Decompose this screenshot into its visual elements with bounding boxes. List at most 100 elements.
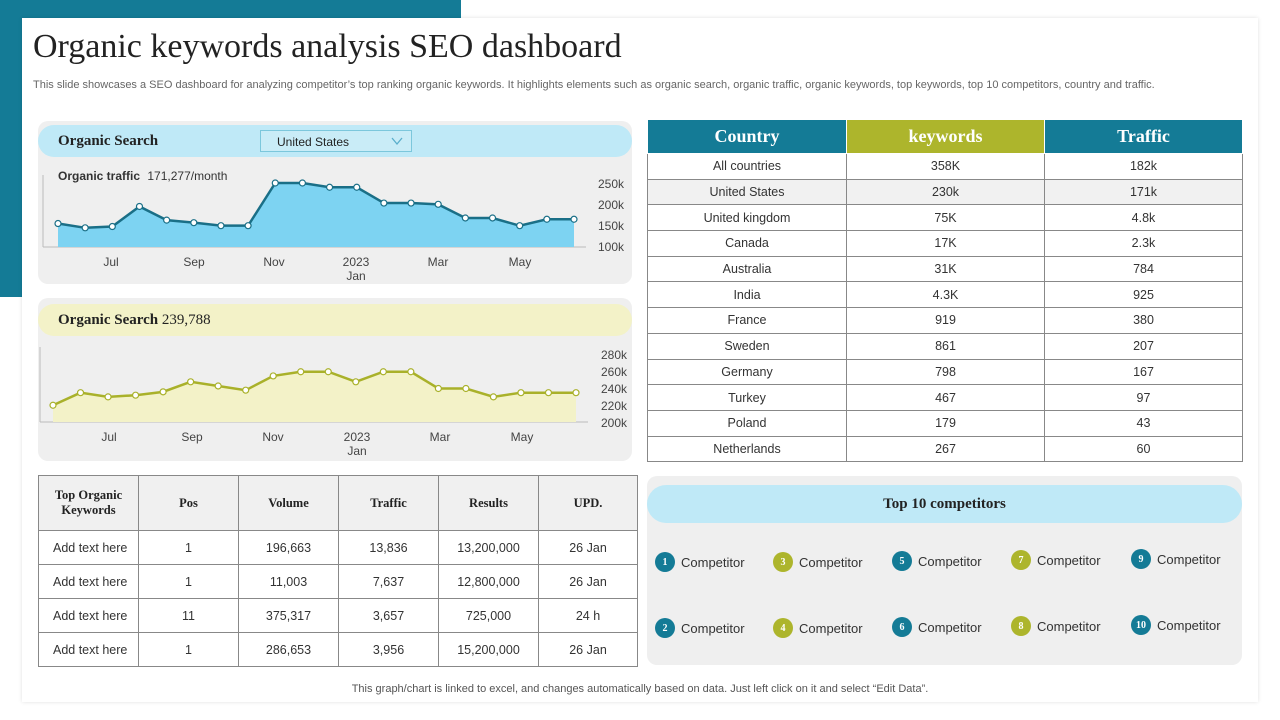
data-point <box>104 393 112 401</box>
organic-search-total-header: Organic Search 239,788 <box>38 304 632 336</box>
y-tick-label: 220k <box>601 399 628 413</box>
x-tick-sublabel: Jan <box>346 269 365 283</box>
chevron-down-icon <box>391 137 403 146</box>
data-point <box>379 368 387 376</box>
country-cell: France <box>647 307 847 334</box>
keywords-cell: 17K <box>846 230 1045 257</box>
competitor-item: 6 Competitor <box>892 617 982 637</box>
competitor-number-badge: 2 <box>655 618 675 638</box>
data-point <box>298 179 307 187</box>
traffic-cell: 3,956 <box>338 632 439 667</box>
traffic-cell: 784 <box>1044 255 1243 283</box>
competitor-item: 2 Competitor <box>655 618 745 638</box>
data-point <box>163 216 171 224</box>
table-row: Poland 179 43 <box>647 409 1243 437</box>
keywords-table: Top Organic Keywords Pos Volume Traffic … <box>38 475 638 667</box>
data-point <box>54 219 62 228</box>
competitor-label: Competitor <box>799 554 863 570</box>
organic-traffic-chart: Organic traffic 171,277/month 250k 200k 15… <box>42 169 625 283</box>
country-cell: United kingdom <box>647 204 847 232</box>
x-tick-label: Nov <box>263 255 284 269</box>
keywords-cell: 358K <box>846 153 1045 180</box>
data-point <box>324 368 332 376</box>
volume-cell: 196,663 <box>238 530 339 565</box>
series-line <box>52 370 576 407</box>
keywords-cell: 4.3K <box>846 281 1045 309</box>
country-cell: United States <box>647 178 847 206</box>
competitor-number-badge: 3 <box>773 552 793 572</box>
y-tick-label: 100k <box>598 240 625 254</box>
country-select[interactable]: United States <box>260 130 412 152</box>
keywords-cell: 919 <box>846 307 1045 334</box>
pos-cell: 1 <box>138 530 239 565</box>
keywords-cell: 467 <box>846 384 1045 411</box>
country-cell: All countries <box>647 153 847 180</box>
traffic-cell: 13,836 <box>338 530 439 565</box>
results-cell: 15,200,000 <box>438 632 539 667</box>
competitor-item: 5 Competitor <box>892 551 982 571</box>
kw-header-volume: Volume <box>238 475 339 531</box>
x-tick-label: May <box>509 255 532 269</box>
traffic-cell: 167 <box>1044 358 1243 386</box>
traffic-cell: 7,637 <box>338 564 439 599</box>
data-point <box>488 214 497 222</box>
data-point <box>434 384 442 393</box>
keywords-cell: 179 <box>846 409 1045 437</box>
kw-header-traffic: Traffic <box>338 475 439 531</box>
y-tick-label: 200k <box>601 416 628 430</box>
country-cell: Australia <box>647 255 847 283</box>
data-point <box>325 183 334 191</box>
pos-cell: 1 <box>138 632 239 667</box>
x-tick-label: Sep <box>183 255 205 269</box>
table-row: Germany 798 167 <box>647 358 1243 386</box>
x-tick-label: Jul <box>101 430 116 444</box>
data-point <box>108 222 116 231</box>
table-row: Canada 17K 2.3k <box>647 230 1243 257</box>
competitor-item: 7 Competitor <box>1011 550 1101 570</box>
competitor-number-badge: 9 <box>1131 549 1151 569</box>
page-subtitle: This slide showcases a SEO dashboard for… <box>33 79 1155 91</box>
x-tick-label: May <box>511 430 534 444</box>
data-point <box>244 222 252 230</box>
competitor-item: 4 Competitor <box>773 618 863 638</box>
table-row: Add text here 1 286,653 3,956 15,200,000 26 J… <box>38 632 638 667</box>
y-tick-label: 250k <box>598 177 625 191</box>
country-cell: Turkey <box>647 384 847 411</box>
competitor-number-badge: 4 <box>773 618 793 638</box>
keywords-cell: 861 <box>846 332 1045 360</box>
competitor-item: 10 Competitor <box>1131 615 1221 635</box>
data-point <box>516 222 524 230</box>
data-point <box>353 183 361 191</box>
data-point <box>461 214 469 222</box>
competitor-number-badge: 7 <box>1011 550 1031 570</box>
results-cell: 13,200,000 <box>438 530 539 565</box>
x-tick-label: Sep <box>181 430 203 444</box>
keyword-cell: Add text here <box>38 632 139 667</box>
data-point <box>352 378 360 386</box>
competitor-item: 1 Competitor <box>655 552 745 572</box>
competitors-header: Top 10 competitors <box>647 485 1242 523</box>
volume-cell: 11,003 <box>238 564 339 599</box>
table-row: Australia 31K 784 <box>647 255 1243 283</box>
series-area <box>58 183 574 247</box>
traffic-cell: 380 <box>1044 307 1243 334</box>
y-tick-label: 150k <box>598 219 625 233</box>
organic-traffic-value: 171,277/month <box>147 169 227 183</box>
organic-search-label: Organic Search <box>58 133 159 149</box>
y-tick-label: 260k <box>601 365 628 379</box>
traffic-cell: 43 <box>1044 409 1243 437</box>
country-header: Country <box>647 119 847 154</box>
x-tick-label: 2023 <box>344 430 371 444</box>
competitor-number-badge: 6 <box>892 617 912 637</box>
table-row: India 4.3K 925 <box>647 281 1243 309</box>
organic-traffic-label: Organic traffic <box>58 169 140 183</box>
x-tick-label: Jul <box>103 255 118 269</box>
competitor-item: 8 Competitor <box>1011 616 1101 636</box>
country-cell: Sweden <box>647 332 847 360</box>
results-cell: 725,000 <box>438 598 539 633</box>
competitors-card: Top 10 competitors 1 Competitor 2 Competito… <box>647 476 1242 665</box>
traffic-cell: 3,657 <box>338 598 439 633</box>
keywords-cell: 267 <box>846 435 1045 463</box>
data-point <box>572 389 580 397</box>
x-tick-label: Nov <box>262 430 283 444</box>
